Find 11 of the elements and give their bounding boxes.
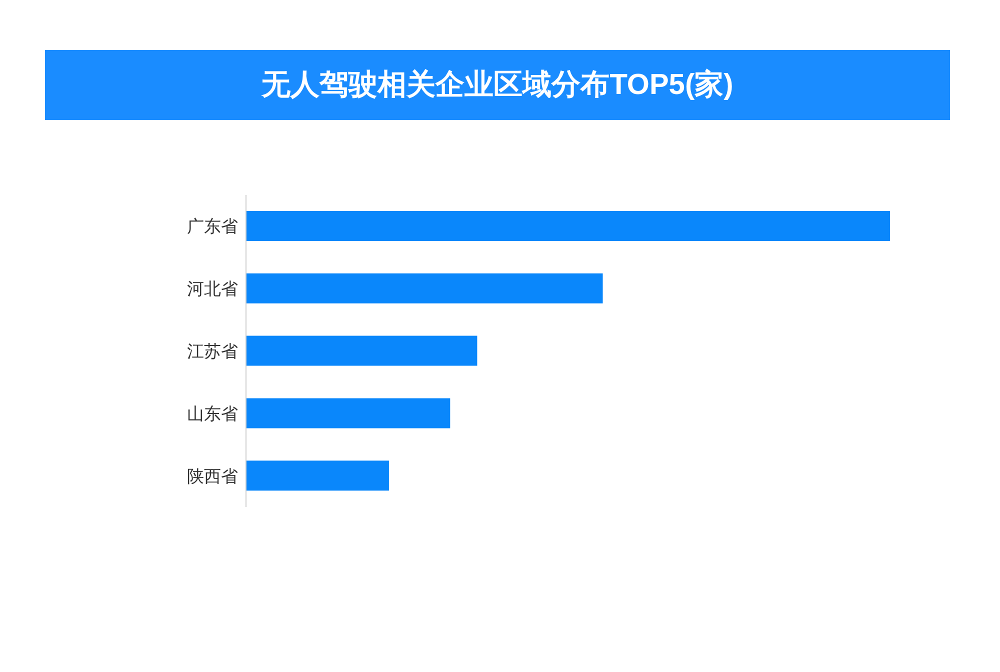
y-tick-label: 广东省 — [187, 217, 238, 236]
y-tick-label: 河北省 — [187, 280, 238, 299]
y-tick-label: 陕西省 — [187, 466, 238, 486]
chart-title: 无人驾驶相关企业区域分布TOP5(家) — [262, 68, 734, 103]
y-tick-label: 江苏省 — [187, 342, 238, 362]
bar — [246, 398, 450, 428]
y-tick-label: 山东省 — [187, 404, 238, 424]
bar — [246, 211, 890, 241]
bar — [246, 336, 478, 366]
bar — [246, 460, 389, 491]
bar — [246, 273, 603, 304]
